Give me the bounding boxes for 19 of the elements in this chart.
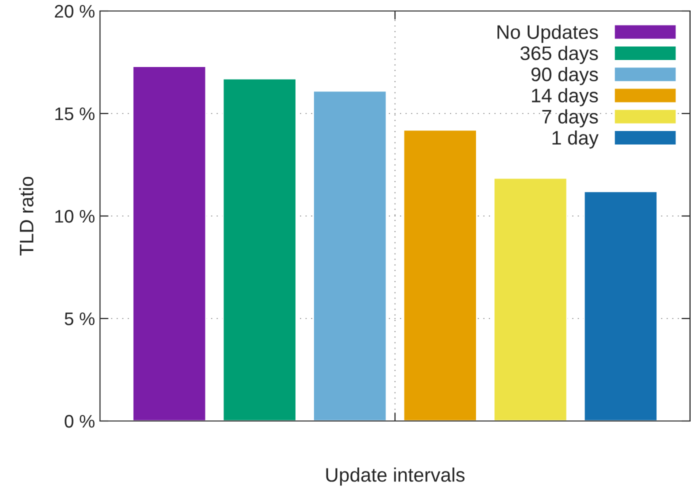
bar: [493, 177, 568, 421]
legend-label: 7 days: [542, 109, 598, 128]
legend-label: 365 days: [520, 46, 598, 64]
bar: [402, 129, 478, 421]
y-axis-title: TLD ratio: [19, 176, 34, 256]
y-tick-label: 5 %: [64, 312, 94, 326]
bar: [132, 66, 207, 421]
x-axis-title: Update intervals: [326, 468, 465, 486]
bar: [583, 190, 658, 421]
y-tick-label: 20 %: [54, 4, 94, 18]
bar: [312, 90, 388, 421]
bar: [222, 78, 297, 421]
y-tick-label: 15 %: [55, 108, 94, 120]
legend-label: 14 days: [532, 88, 598, 106]
legend-label: 90 days: [531, 67, 598, 86]
legend-label: 1 day: [552, 130, 599, 149]
legend-label: No Updates: [498, 24, 598, 43]
y-tick-label: 10 %: [55, 210, 94, 223]
y-tick-label: 0 %: [64, 414, 94, 428]
